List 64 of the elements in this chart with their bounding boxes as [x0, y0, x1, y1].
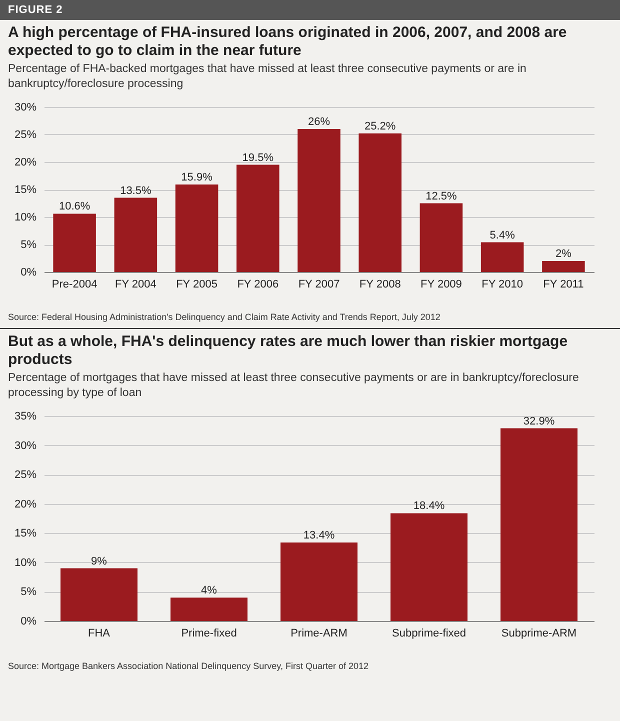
data-label: 19.5% — [242, 152, 274, 164]
x-tick-label: FY 2005 — [176, 278, 218, 290]
bar — [170, 598, 248, 621]
y-tick-label: 20% — [14, 498, 37, 510]
data-label: 15.9% — [181, 172, 213, 184]
bar — [358, 133, 402, 272]
bar — [420, 203, 463, 272]
data-label: 10.6% — [58, 200, 90, 213]
y-tick-label: 30% — [14, 102, 37, 114]
data-label: 25.2% — [364, 120, 396, 132]
bar — [500, 428, 578, 621]
chart-title: A high percentage of FHA-insured loans originated in 2006, 2007, and 2008 are expected to go to claim in the near future — [8, 24, 568, 60]
caption: FIGURE 2 — [0, 0, 620, 20]
x-tick-label: Prime-fixed — [181, 628, 237, 640]
data-label: 4% — [201, 584, 218, 597]
bar — [542, 261, 585, 272]
chart-title: But as a whole, FHA's delinquency rates are much lower than riskier mortgage products — [8, 333, 569, 369]
y-tick-label: 0% — [20, 616, 37, 628]
bar — [175, 184, 218, 272]
data-label: 5.4% — [490, 229, 516, 242]
x-tick-label: Pre-2004 — [52, 278, 98, 290]
x-tick-label: Subprime-ARM — [501, 628, 577, 640]
y-tick-label: 25% — [14, 469, 37, 482]
bar — [298, 129, 340, 272]
bar — [280, 542, 358, 621]
data-label: 26% — [308, 116, 330, 128]
y-tick-label: 20% — [14, 156, 37, 168]
x-tick-label: FY 2011 — [543, 278, 584, 290]
data-label: 13.4% — [303, 530, 335, 542]
source-note: Source: Mortgage Bankers Association National Delinquency Survey, First Quarter of 2012 — [8, 661, 370, 671]
bar — [114, 198, 158, 272]
x-tick-label: Subprime-fixed — [392, 628, 466, 640]
y-tick-label: 10% — [14, 556, 37, 569]
x-tick-label: FY 2008 — [359, 278, 401, 290]
x-tick-label: FY 2007 — [298, 278, 340, 290]
y-tick-label: 5% — [20, 239, 37, 251]
bar — [236, 164, 280, 272]
x-tick-label: FY 2006 — [237, 278, 279, 290]
bar — [390, 513, 468, 621]
data-label: 13.5% — [120, 184, 152, 197]
data-label: 2% — [555, 248, 572, 260]
y-tick-label: 30% — [14, 440, 37, 452]
x-tick-label: FY 2004 — [114, 278, 156, 290]
y-tick-label: 35% — [14, 410, 37, 422]
data-label: 18.4% — [413, 500, 445, 512]
data-label: 32.9% — [523, 415, 555, 428]
x-tick-label: FY 2009 — [420, 278, 462, 290]
x-tick-label: FHA — [88, 628, 111, 640]
y-tick-label: 15% — [14, 528, 37, 540]
y-tick-label: 10% — [14, 212, 37, 224]
x-tick-label: FY 2010 — [482, 278, 524, 290]
bar — [60, 568, 138, 621]
data-label: 12.5% — [426, 190, 458, 202]
y-tick-label: 15% — [14, 184, 37, 196]
x-tick-label: Prime-ARM — [290, 628, 348, 640]
y-tick-label: 25% — [14, 129, 37, 141]
bar — [480, 242, 524, 272]
y-tick-label: 5% — [20, 586, 37, 598]
chart-subtitle: Percentage of mortgages that have missed at least three consecutive payments or are in bankruptcy/foreclosure processing by type of loan — [8, 371, 580, 401]
y-tick-label: 0% — [20, 266, 37, 278]
source-note: Source: Federal Housing Administration's Delinquency and Claim Rate Activity and Trends Report, July 2012 — [8, 312, 442, 322]
bar — [53, 214, 96, 272]
chart-subtitle: Percentage of FHA-backed mortgages that have missed at least three consecutive payments or are in bankruptcy/foreclosure processing — [8, 62, 528, 92]
data-label: 9% — [91, 555, 108, 568]
